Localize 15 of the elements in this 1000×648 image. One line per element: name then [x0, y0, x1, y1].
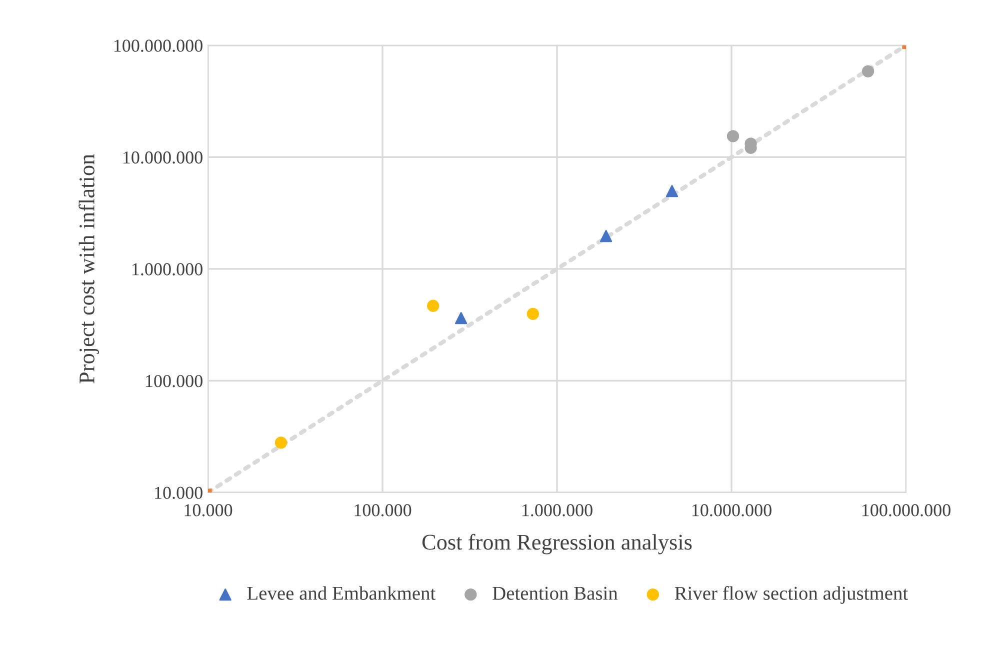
x-tick-label: 1.000.000 — [522, 504, 592, 516]
legend-label: Levee and Embankment — [247, 586, 436, 600]
x-tick-label: 10.000.000 — [692, 504, 772, 516]
x-tick-label: 100.000 — [354, 504, 412, 516]
legend-label: River flow section adjustment — [674, 586, 908, 604]
y-axis-title: Project cost with inflation — [78, 154, 99, 384]
y-tick-label: 1.000.000 — [132, 263, 202, 276]
x-axis-title: Cost from Regression analysis — [422, 534, 692, 554]
y-tick-label: 10.000 — [155, 486, 202, 499]
y-tick-label: 100.000 — [146, 374, 202, 388]
y-tick-label: 10.000.000 — [123, 151, 202, 164]
y-tick-label: 100.000.000 — [114, 40, 202, 52]
legend-label: Detention Basin — [492, 586, 618, 600]
x-tick-label: 10.000 — [184, 504, 232, 516]
x-tick-label: 100.000.000 — [862, 504, 950, 516]
